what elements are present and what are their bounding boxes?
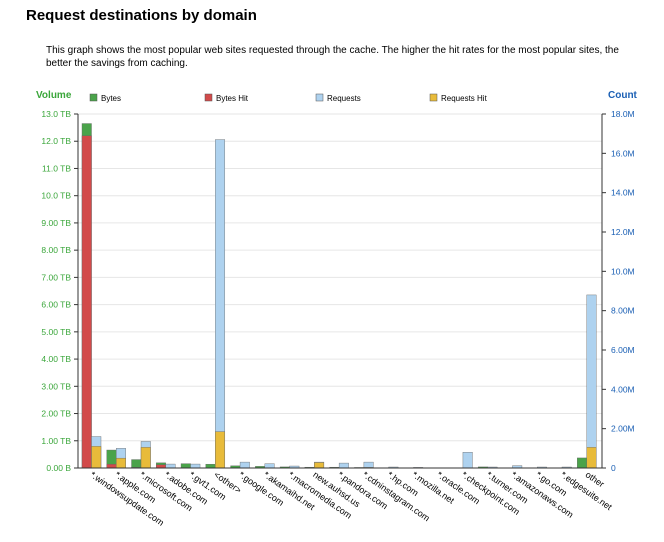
bar-requests-hit: [586, 447, 597, 469]
page-title: Request destinations by domain: [26, 7, 257, 24]
right-tick-label: 4.00M: [611, 384, 635, 394]
bar-bytes: [205, 463, 216, 469]
bar-requests-hit: [140, 447, 151, 469]
bar-requests-hit: [116, 457, 126, 469]
left-tick-label: 4.00 TB: [41, 354, 71, 364]
left-tick-label: 2.00 TB: [41, 409, 71, 419]
bar-requests: [239, 461, 250, 469]
bar-requests: [363, 461, 374, 469]
right-tick-label: 14.0M: [611, 188, 635, 198]
left-tick-label: 3.00 TB: [41, 381, 71, 391]
left-axis-title: Volume: [36, 90, 72, 101]
legend-label-requests-hit: Requests Hit: [441, 94, 488, 103]
left-tick-label: 0.00 B: [46, 463, 71, 473]
legend-label-bytes: Bytes: [101, 94, 121, 103]
bar-requests: [264, 463, 275, 469]
left-tick-label: 9.00 TB: [41, 218, 71, 228]
bar-bytes-hit: [81, 135, 92, 469]
left-tick-label: 8.00 TB: [41, 245, 71, 255]
bar-requests: [462, 452, 473, 469]
left-tick-label: 13.0 TB: [41, 109, 71, 119]
right-tick-label: 10.0M: [611, 266, 635, 276]
bar-requests-hit: [215, 431, 226, 469]
bar-bytes: [131, 459, 142, 469]
right-tick-label: 16.0M: [611, 148, 635, 158]
bar-requests: [215, 139, 226, 469]
legend-label-bytes-hit: Bytes Hit: [216, 94, 249, 103]
left-tick-label: 7.00 TB: [41, 272, 71, 282]
left-tick-label: 12.0 TB: [41, 136, 71, 146]
left-tick-label: 6.00 TB: [41, 300, 71, 310]
left-tick-label: 1.00 TB: [41, 436, 71, 446]
bar-requests-hit: [91, 446, 102, 469]
bar-requests-hit: [314, 462, 325, 469]
legend-swatch-bytes-hit: [204, 93, 213, 102]
left-tick-label: 10.0 TB: [41, 191, 71, 201]
bar-requests: [165, 463, 176, 469]
right-tick-label: 18.0M: [611, 109, 635, 119]
right-tick-label: 2.00M: [611, 424, 635, 434]
legend-swatch-requests-hit: [429, 93, 438, 102]
legend-label-requests: Requests: [327, 94, 361, 103]
legend-swatch-requests: [315, 93, 324, 102]
legend: Bytes Bytes Hit Requests Requests Hit: [89, 93, 488, 103]
right-axis-title: Count: [608, 90, 638, 101]
bar-requests: [338, 462, 349, 469]
bar-bytes-hit: [106, 463, 117, 469]
left-tick-label: 11.0 TB: [42, 163, 71, 173]
left-tick-label: 5.00 TB: [41, 327, 71, 337]
bar-requests: [586, 294, 597, 469]
right-tick-label: 6.00M: [611, 345, 635, 355]
page-description: This graph shows the most popular web si…: [46, 45, 619, 69]
bar-bytes: [577, 457, 587, 469]
right-tick-label: 0: [611, 463, 616, 473]
legend-swatch-bytes: [89, 93, 98, 102]
right-tick-label: 8.00M: [611, 306, 635, 316]
bar-bytes: [180, 463, 191, 469]
right-tick-label: 12.0M: [611, 227, 635, 237]
bar-requests: [190, 463, 201, 469]
